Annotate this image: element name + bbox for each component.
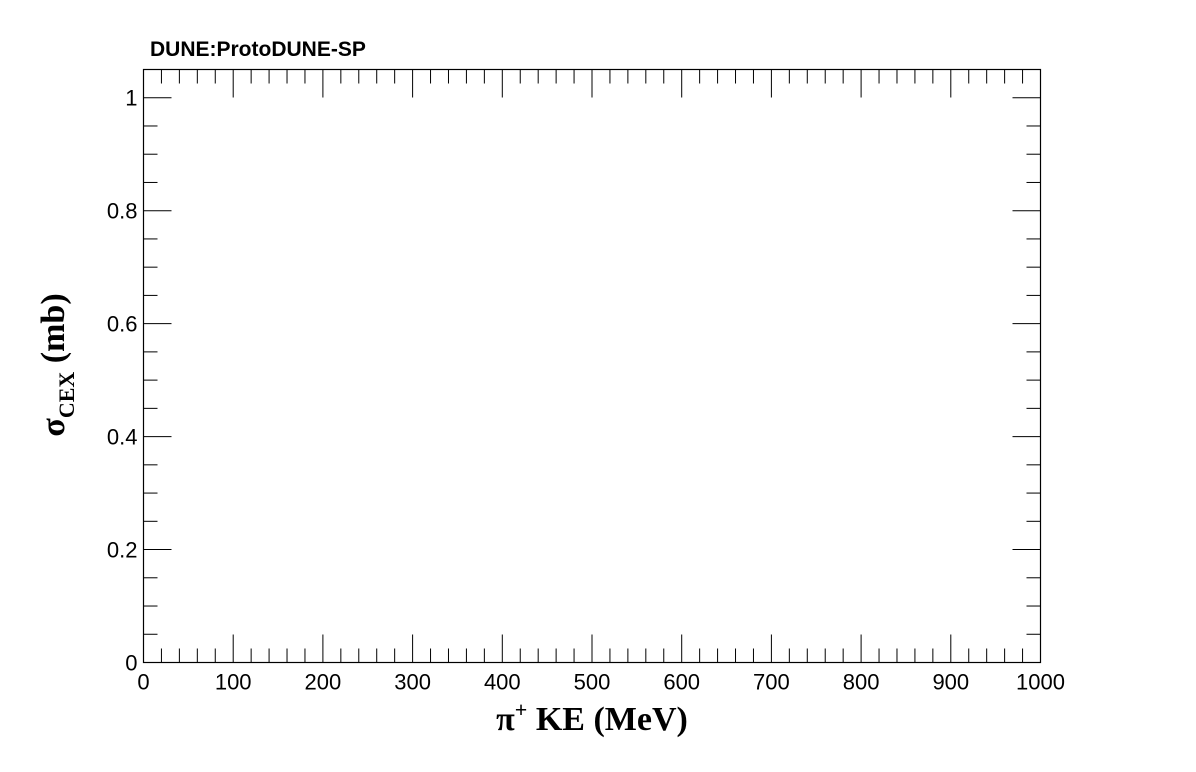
y-tick-label: 1: [125, 86, 137, 111]
y-tick-label: 0.6: [107, 312, 138, 337]
x-tick-label: 300: [394, 670, 431, 695]
x-axis-title-rest: KE (MeV): [527, 701, 688, 738]
axis-ticks: [143, 69, 1041, 663]
x-tick-label: 1000: [1016, 670, 1065, 695]
y-axis-title-base: σ: [35, 418, 72, 437]
x-tick-label: 600: [663, 670, 700, 695]
axis-tick-labels: 0 100 200 300 400 500 600 700 800 900 1000 0 0.2 0.4 0…: [107, 86, 1065, 695]
y-axis-title-subscript: CEX: [54, 372, 79, 419]
x-tick-label: 700: [753, 670, 790, 695]
x-tick-label: 0: [137, 670, 149, 695]
y-tick-label: 0: [125, 651, 137, 676]
x-axis-title: π+ KE (MeV): [496, 697, 688, 738]
y-tick-label: 0.4: [107, 425, 138, 450]
x-tick-label: 900: [932, 670, 969, 695]
y-axis-title-rest: (mb): [35, 293, 72, 371]
y-axis-title: σCEX (mb): [35, 293, 79, 436]
y-tick-label: 0.2: [107, 538, 138, 563]
y-tick-label: 0.8: [107, 199, 138, 224]
x-tick-label: 200: [305, 670, 342, 695]
x-tick-label: 800: [843, 670, 880, 695]
chart-title: DUNE:ProtoDUNE-SP: [150, 38, 366, 61]
x-axis-title-base: π: [496, 701, 515, 738]
x-axis-title-superscript: +: [515, 697, 528, 722]
x-tick-label: 100: [215, 670, 252, 695]
x-tick-label: 400: [484, 670, 521, 695]
x-tick-label: 500: [574, 670, 611, 695]
